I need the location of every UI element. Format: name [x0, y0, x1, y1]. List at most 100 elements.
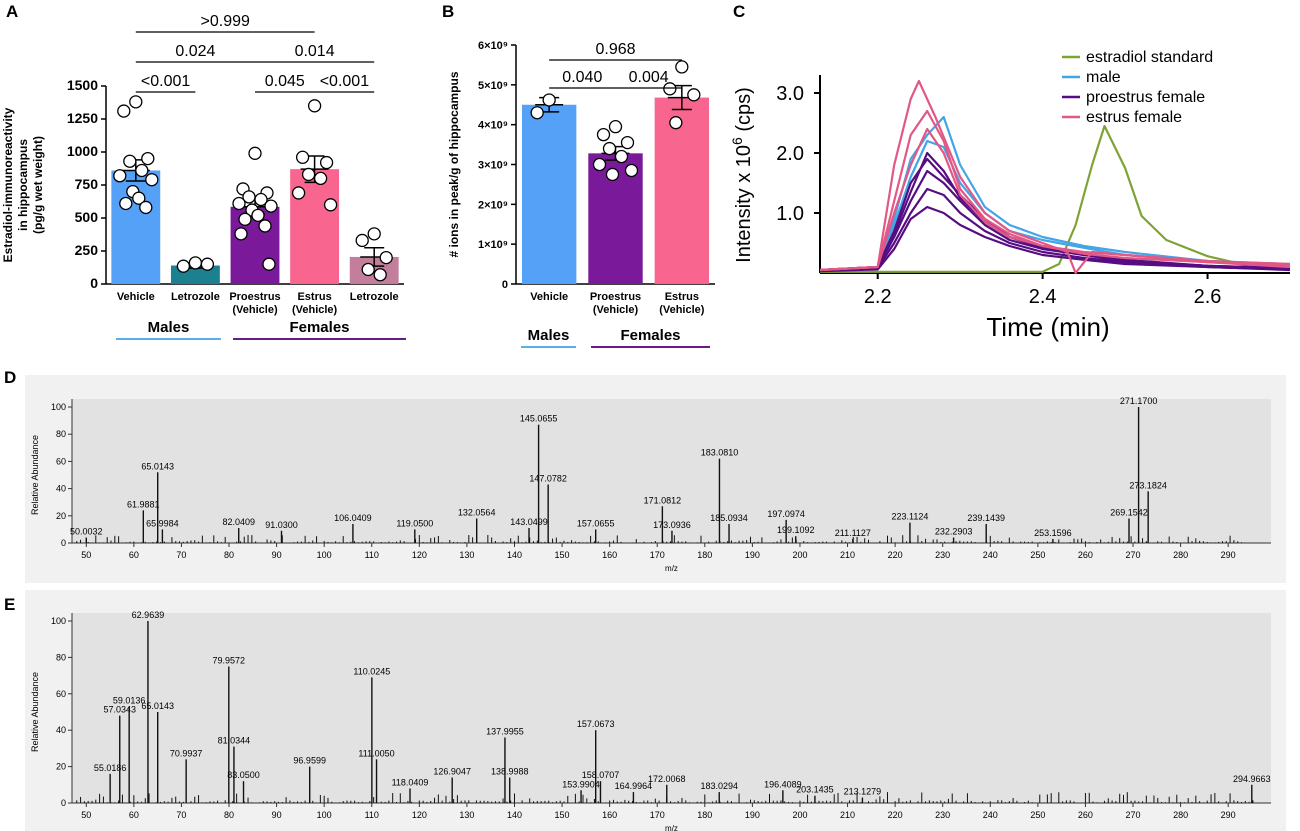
peak-label: 65.0143 — [141, 461, 174, 471]
peak-label: 164.9964 — [615, 781, 653, 791]
data-point — [669, 116, 683, 130]
x-tick-label: 210 — [840, 550, 855, 560]
data-point — [129, 95, 143, 109]
peak-label: 183.0294 — [700, 781, 738, 791]
category-label: Estrus — [665, 291, 699, 303]
category-label: Vehicle — [530, 291, 568, 303]
x-tick-label: 240 — [983, 810, 998, 820]
x-tick-label: 80 — [224, 550, 234, 560]
x-tick-label: 180 — [697, 810, 712, 820]
category-label: (Vehicle) — [292, 304, 338, 316]
plot-area — [72, 613, 1271, 803]
y-tick-label: 3.0 — [776, 83, 804, 105]
x-axis-label: m/z — [665, 824, 678, 831]
data-point — [145, 173, 159, 187]
series-line — [819, 205, 1291, 273]
peak-label: 145.0655 — [520, 414, 558, 424]
data-point — [200, 257, 215, 271]
data-point — [264, 199, 278, 213]
data-point — [248, 146, 262, 160]
data-point — [301, 167, 316, 182]
x-tick-label: 260 — [1078, 810, 1093, 820]
y-tick-label: 500 — [75, 209, 99, 225]
peak-label: 183.0810 — [701, 448, 739, 458]
category-label: (Vehicle) — [593, 304, 639, 316]
x-tick-label: 120 — [412, 550, 427, 560]
p-value-label: 0.968 — [595, 41, 635, 58]
x-tick-label: 180 — [697, 550, 712, 560]
y-tick-label: 1000 — [67, 143, 98, 159]
data-point — [367, 227, 381, 241]
peak-label: 143.0499 — [510, 517, 548, 527]
x-tick-label: 140 — [507, 550, 522, 560]
data-point — [542, 93, 556, 107]
peak-label: 171.0812 — [644, 495, 682, 505]
peak-label: 106.0409 — [334, 513, 372, 523]
x-tick-label: 80 — [224, 810, 234, 820]
peak-label: 158.0707 — [582, 770, 620, 780]
x-tick-label: 270 — [1126, 550, 1141, 560]
y-tick-label: 20 — [56, 762, 66, 772]
y-tick-label: 80 — [56, 652, 66, 662]
x-tick-label: 90 — [272, 550, 282, 560]
x-tick-label: 290 — [1221, 550, 1236, 560]
peak-label: 126.9047 — [433, 767, 471, 777]
data-point — [262, 257, 276, 271]
legend-label: male — [1086, 69, 1121, 86]
data-point — [614, 149, 629, 164]
x-tick-label: 2.6 — [1194, 286, 1222, 308]
p-value-label: 0.045 — [265, 73, 305, 90]
y-axis-label: Estradiol-immunoreactivity — [1, 107, 15, 262]
peak-label: 79.9572 — [213, 656, 246, 666]
category-label: Letrozole — [171, 291, 220, 303]
y-axis-label: Intensity x 106 (cps) — [729, 87, 755, 263]
p-value-label: 0.004 — [629, 69, 669, 86]
peak-label: 157.0655 — [577, 518, 615, 528]
y-axis-label: Relative Abundance — [30, 672, 40, 752]
panel-label-d: D — [4, 368, 16, 387]
peak-label: 61.9881 — [127, 499, 160, 509]
peak-label: 62.9639 — [132, 610, 165, 620]
peak-label: 57.0343 — [103, 705, 136, 715]
x-tick-label: 2.4 — [1029, 286, 1057, 308]
chart-c: 1.0 2.0 3.0 2.2 2.4 2.6 Time (min) Intensity x … — [729, 49, 1291, 342]
data-point — [530, 106, 544, 120]
y-tick-label: 1×10⁹ — [478, 239, 508, 251]
data-point — [319, 155, 334, 170]
y-tick-label: 40 — [56, 725, 66, 735]
peak-label: 65.9984 — [146, 518, 179, 528]
p-value-label: 0.024 — [175, 43, 215, 60]
y-tick-label: 0 — [90, 275, 98, 291]
y-tick-label: 250 — [75, 242, 99, 258]
x-axis-label: m/z — [665, 564, 678, 573]
peak-label: 294.9663 — [1233, 774, 1271, 784]
x-tick-label: 190 — [745, 550, 760, 560]
data-point — [117, 104, 131, 118]
y-tick-label: 2×10⁹ — [478, 199, 508, 211]
legend-label: estrus female — [1086, 109, 1182, 126]
series-line — [820, 124, 1291, 273]
y-tick-label: 6×10⁹ — [478, 40, 508, 52]
group-label: Males — [148, 319, 190, 336]
data-point — [592, 157, 607, 172]
x-tick-label: 50 — [81, 810, 91, 820]
legend-label: proestrus female — [1086, 89, 1205, 106]
y-tick-label: 1250 — [67, 110, 98, 126]
peak-label: 185.0934 — [710, 513, 748, 523]
x-tick-label: 70 — [176, 550, 186, 560]
y-axis-label: in hippocampus — [16, 139, 30, 231]
y-tick-label: 1500 — [67, 77, 98, 93]
x-tick-label: 150 — [555, 550, 570, 560]
legend-label: estradiol standard — [1086, 49, 1213, 66]
data-point — [232, 196, 246, 211]
panel-label-a: A — [6, 2, 18, 21]
data-point — [361, 262, 375, 277]
y-tick-label: 0 — [502, 279, 508, 291]
series-line — [819, 115, 1291, 272]
data-point — [176, 259, 191, 273]
x-tick-label: 170 — [650, 810, 665, 820]
peak-label: 70.9937 — [170, 748, 203, 758]
x-tick-label: 100 — [317, 810, 332, 820]
x-tick-label: 160 — [602, 810, 617, 820]
